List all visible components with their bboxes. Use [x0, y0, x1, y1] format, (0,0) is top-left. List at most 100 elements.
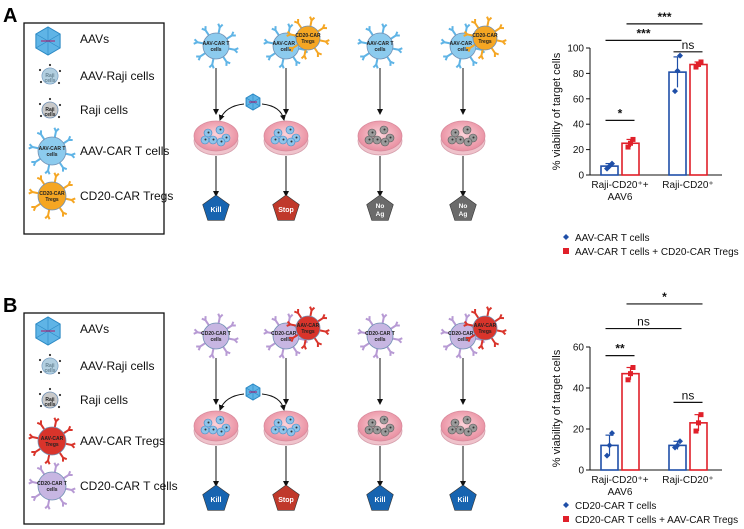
cell-label-line2: cells [46, 487, 57, 493]
data-point [696, 420, 701, 426]
target-cell-label-2: cells [44, 112, 55, 118]
receptor-dot [57, 371, 61, 375]
receptor-dot [48, 387, 52, 391]
data-point [693, 428, 699, 434]
significance-label: *** [636, 26, 650, 40]
aav-transduced-overlay [42, 358, 58, 374]
y-tick-label: 100 [567, 44, 584, 55]
dish-cell-nucleus [368, 428, 371, 431]
data-point [674, 67, 681, 74]
dish-cell-nucleus [368, 138, 371, 141]
cell-label-line2: cells [280, 337, 291, 343]
dish-cell-nucleus [282, 138, 285, 141]
data-point [625, 144, 631, 150]
cell-label-line2: cells [46, 152, 57, 158]
aav-capsid-icon [35, 316, 61, 346]
cell-label-line1: AAV-CAR [41, 436, 64, 442]
legend-frame [23, 22, 165, 235]
dish-cell-nucleus [289, 418, 292, 421]
dish-cell-nucleus [295, 136, 298, 139]
dish-cell-nucleus [389, 136, 392, 139]
dish-cell-nucleus [225, 136, 228, 139]
cell-label-line1: CD20-CAR [472, 33, 498, 39]
outcome-label-line1: No [459, 203, 468, 210]
culture-dish [263, 410, 309, 446]
receptor-dot [48, 63, 52, 67]
legend-series-label: CD20-CAR T cells + AAV-CAR Tregs [575, 515, 738, 526]
legend-item: AAVs [35, 316, 109, 346]
cell-label-line1: CD20-CAR T [37, 481, 67, 487]
bar-blue [668, 71, 687, 176]
y-tick-label: 20 [573, 425, 585, 436]
data-point [609, 430, 615, 437]
cell-label-line2: Tregs [301, 329, 315, 335]
y-tick-label: 80 [573, 69, 585, 80]
cell-label-line2: cells [374, 337, 385, 343]
cell-label-line2: cells [457, 47, 468, 53]
dish-cell-nucleus [204, 428, 207, 431]
cell-label-line2: cells [210, 47, 221, 53]
dish-cell-nucleus [466, 128, 469, 131]
dish-cell-nucleus [212, 138, 215, 141]
cell-label-line1: CD20-CAR [39, 191, 65, 197]
target-cell-label: Raji [45, 107, 55, 113]
receptor-dot [39, 370, 43, 374]
dish-cell-nucleus [274, 428, 277, 431]
legend-item: AAVs [35, 26, 109, 56]
receptor-dot [58, 393, 62, 397]
cell-label-line1: CD20-CAR T [201, 331, 231, 337]
cell-label-line2: Tregs [478, 329, 492, 335]
dish-cell-nucleus [454, 131, 457, 134]
bar-red [621, 372, 640, 471]
culture-dish [193, 120, 239, 156]
outcome-label-line1: No [376, 203, 385, 210]
legend-box: AAVsRajicellsAAV-Raji cellsRajicellsRaji… [23, 22, 173, 235]
dish-cell-nucleus [282, 428, 285, 431]
dish-cell-nucleus [277, 131, 280, 134]
dish-cell-nucleus [371, 421, 374, 424]
legend-label: AAVs [80, 322, 109, 336]
panel-b: BAAVsRajicellsAAV-Raji cellsRajicellsRaj… [3, 295, 507, 525]
data-point [677, 52, 683, 59]
data-point [693, 64, 699, 70]
legend-label: AAVs [80, 32, 109, 46]
dish-cell-nucleus [376, 138, 379, 141]
receptor-dot [38, 68, 42, 72]
data-point [625, 377, 631, 383]
cell-label-line1: AAV-CAR [297, 323, 320, 329]
dish-cell-nucleus [204, 138, 207, 141]
legend-box: AAVsRajicellsAAV-Raji cellsRajicellsRaji… [23, 312, 178, 525]
receptor-dot [58, 359, 62, 363]
cell-label-line2: Tregs [45, 442, 59, 448]
aav-arrow-right [261, 393, 286, 411]
dish-cell-nucleus [472, 136, 475, 139]
cell-label-line2: cells [374, 47, 385, 53]
outcome-kill: Kill [202, 484, 230, 511]
cell-label-line2: Tregs [45, 197, 59, 203]
data-point [606, 442, 613, 449]
outcome-kill: Kill [366, 484, 394, 511]
culture-dish [263, 120, 309, 156]
significance-label: *** [657, 10, 671, 24]
aav-arrow-left [218, 393, 245, 411]
culture-dish [440, 120, 486, 156]
dish-cell-nucleus [220, 430, 223, 433]
receptor-dot [39, 80, 43, 84]
x-category-label: AAV6 [608, 192, 633, 203]
x-category-label: Raji-CD20⁺+ [591, 180, 648, 191]
